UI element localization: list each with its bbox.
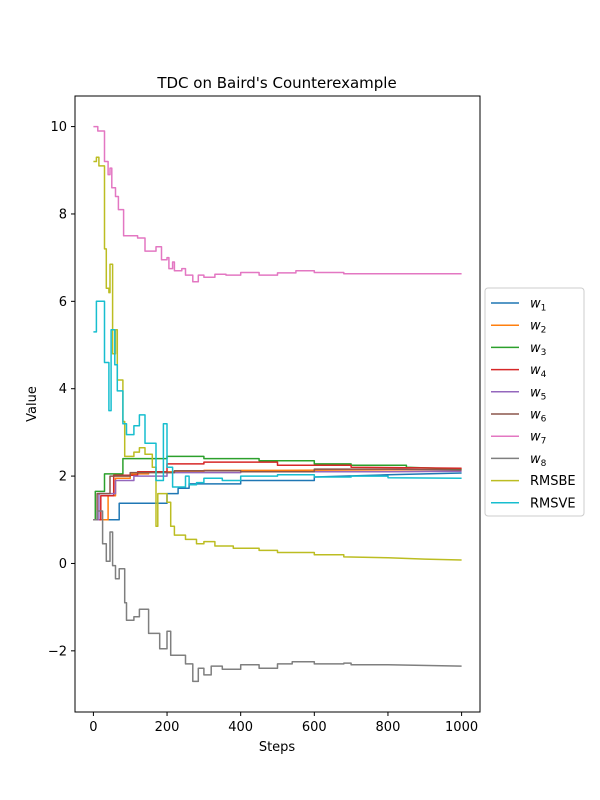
legend-label-9: RMSBE (530, 474, 576, 489)
legend-label-5: w5 (530, 385, 546, 402)
x-tick-label: 400 (228, 720, 253, 735)
series-line-9 (93, 156, 462, 561)
legend-label-7: w7 (530, 430, 546, 447)
chart-title: TDC on Baird's Counterexample (156, 74, 396, 92)
legend-label-10: RMSVE (530, 496, 576, 511)
x-tick-label: 200 (155, 720, 180, 735)
series-line-8 (93, 510, 462, 683)
legend-label-1: w1 (530, 297, 546, 314)
y-tick-label: 0 (59, 557, 67, 572)
plot-area (93, 125, 462, 683)
y-tick-label: 8 (59, 207, 67, 222)
x-axis-label: Steps (259, 740, 296, 755)
series-line-10 (93, 300, 462, 488)
y-axis-label: Value (25, 386, 40, 422)
series-line-6 (93, 468, 462, 521)
x-tick-label: 1000 (445, 720, 478, 735)
x-tick-label: 800 (376, 720, 401, 735)
y-tick-label: 2 (59, 470, 67, 485)
legend-label-3: w3 (530, 341, 546, 358)
y-axis: −2 0 2 4 6 8 10 (48, 120, 75, 659)
y-tick-label: 4 (59, 382, 67, 397)
x-axis: 0 200 400 600 800 1000 (89, 712, 478, 735)
legend-label-8: w8 (530, 452, 547, 469)
legend-label-4: w4 (530, 363, 547, 380)
y-tick-label: −2 (48, 644, 67, 659)
legend-label-6: w6 (530, 408, 547, 425)
series-line-1 (93, 472, 462, 521)
plot-frame (74, 95, 481, 713)
y-tick-label: 10 (50, 120, 67, 135)
series-line-7 (93, 125, 462, 283)
x-tick-label: 0 (89, 720, 97, 735)
x-tick-label: 600 (302, 720, 327, 735)
legend: w1 w2 w3 w4 w5 w6 w7 w8 RMSBE RMSVE (484, 287, 585, 517)
series-line-2 (93, 468, 462, 521)
y-tick-label: 6 (59, 295, 67, 310)
legend-label-2: w2 (530, 319, 546, 336)
